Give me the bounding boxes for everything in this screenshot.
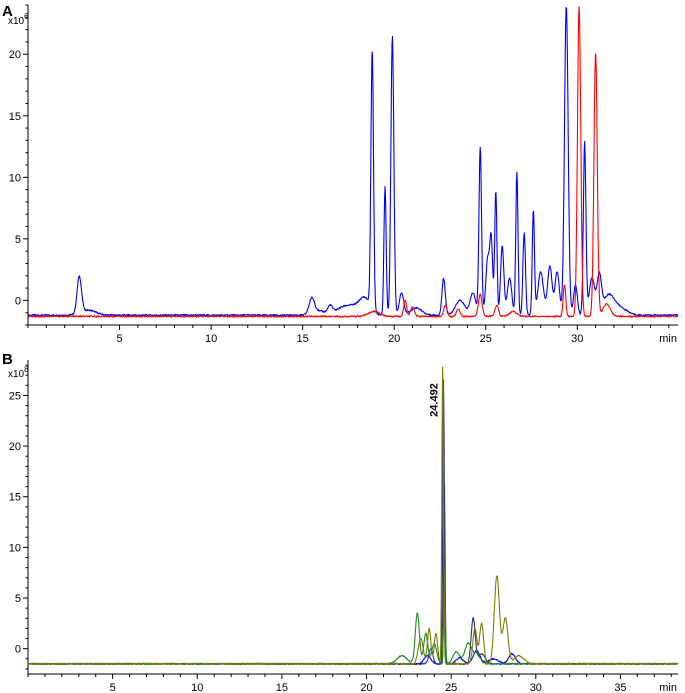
y-tick-label: 5 [15, 593, 21, 605]
y-tick-label: 10 [9, 172, 21, 184]
series-trace-1 [27, 6, 679, 317]
x-tick-label: 25 [445, 682, 457, 693]
y-tick-label: 5 [15, 234, 21, 246]
series-trace-2 [27, 379, 679, 666]
panel-b-label: B [2, 351, 13, 368]
series-trace-1 [27, 483, 679, 666]
panel-a-traces [27, 6, 679, 318]
panel-a-y-unit: x106 [8, 12, 29, 27]
y-tick-label: 10 [9, 542, 21, 554]
x-tick-label: 20 [388, 333, 400, 345]
panel-b-traces [27, 366, 679, 666]
x-tick-label: 30 [530, 682, 542, 693]
panel-a-x-unit: min [659, 333, 677, 345]
x-tick-label: 15 [276, 682, 288, 693]
y-tick-label: 25 [9, 390, 21, 402]
peak-annotation-label: 24.492 [429, 383, 441, 417]
panel-b-axes: 5 10 15 20 25 30 35 0 5 10 15 20 25 [9, 360, 678, 693]
y-tick-label: 15 [9, 111, 21, 123]
x-tick-label: 5 [110, 682, 116, 693]
x-tick-label: 5 [116, 333, 122, 345]
x-tick-label: 20 [360, 682, 372, 693]
x-tick-label: 30 [571, 333, 583, 345]
y-tick-label: 0 [15, 295, 21, 307]
panel-a-axes: 5 10 15 20 25 30 0 5 10 15 20 [9, 4, 678, 345]
panel-b-y-unit: x108 [8, 365, 29, 380]
panel-b-annotations: 24.492 [429, 383, 441, 417]
y-tick-label: 0 [15, 644, 21, 656]
panel-b-x-unit: min [659, 682, 677, 693]
y-tick-label: 15 [9, 492, 21, 504]
x-tick-label: 15 [297, 333, 309, 345]
series-trace-3 [27, 572, 679, 666]
series-trace-2 [27, 6, 679, 318]
x-tick-label: 10 [205, 333, 217, 345]
y-tick-label: 20 [9, 49, 21, 61]
panel-b: B x108 5 10 15 20 25 30 35 0 5 10 15 20 25 24.492 mi… [2, 351, 679, 693]
panel-a: A x106 5 10 15 20 25 30 0 5 10 15 20 min [2, 3, 679, 345]
panel-a-label: A [2, 3, 13, 20]
x-tick-label: 35 [614, 682, 626, 693]
x-tick-label: 25 [480, 333, 492, 345]
y-tick-label: 20 [9, 441, 21, 453]
x-tick-label: 10 [191, 682, 203, 693]
series-trace-4 [27, 366, 679, 666]
